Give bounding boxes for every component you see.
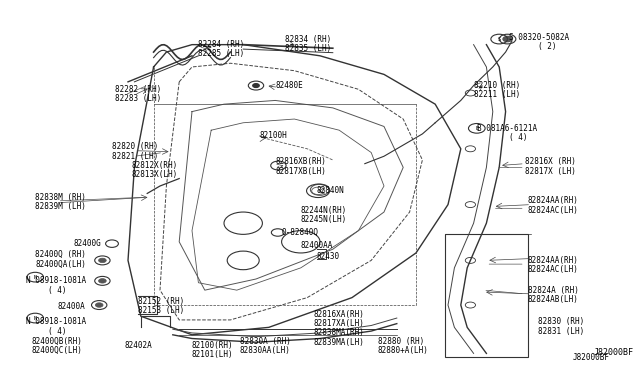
Text: 82839MA(LH): 82839MA(LH) [314,338,364,347]
Text: 82817XB(LH): 82817XB(LH) [275,167,326,176]
Text: 82812X(RH): 82812X(RH) [131,161,177,170]
Text: 82824AB(LH): 82824AB(LH) [528,295,579,304]
Text: N 08918-1081A: N 08918-1081A [26,276,86,285]
Circle shape [99,279,106,283]
Text: ( 4): ( 4) [48,286,67,295]
Text: 82153 (LH): 82153 (LH) [138,306,184,315]
Text: 82824A (RH): 82824A (RH) [528,286,579,295]
Text: 82821 (LH): 82821 (LH) [112,152,158,161]
Circle shape [95,303,103,307]
Text: 82816XB(RH): 82816XB(RH) [275,157,326,166]
Text: 82244N(RH): 82244N(RH) [301,206,347,215]
Text: S 08320-5082A: S 08320-5082A [509,33,569,42]
Text: 82211 (LH): 82211 (LH) [474,90,520,99]
Text: 82400QA(LH): 82400QA(LH) [35,260,86,269]
Text: 82813X(LH): 82813X(LH) [131,170,177,179]
Text: 82830 (RH): 82830 (RH) [538,317,584,326]
Text: ( 4): ( 4) [48,327,67,336]
Text: 82824AC(LH): 82824AC(LH) [528,265,579,274]
Text: 82100H: 82100H [259,131,287,140]
Text: 82402A: 82402A [125,341,152,350]
Circle shape [253,84,259,87]
Text: 82285 (LH): 82285 (LH) [198,49,244,58]
Text: 82245N(LH): 82245N(LH) [301,215,347,224]
Text: 82400QC(LH): 82400QC(LH) [32,346,83,355]
Text: 82400G: 82400G [74,239,101,248]
Text: O-82840Q: O-82840Q [282,228,319,237]
Text: 82880+A(LH): 82880+A(LH) [378,346,428,355]
Text: 82824AA(RH): 82824AA(RH) [528,256,579,265]
Text: 82816X (RH): 82816X (RH) [525,157,575,166]
Text: J82000BF: J82000BF [573,353,610,362]
Text: 82839M (LH): 82839M (LH) [35,202,86,211]
Text: 82838MA(RH): 82838MA(RH) [314,328,364,337]
Text: 82400AA: 82400AA [301,241,333,250]
Text: N 08918-1081A: N 08918-1081A [26,317,86,326]
Circle shape [99,258,106,263]
Text: 82100(RH): 82100(RH) [192,341,234,350]
Text: 82400A: 82400A [58,302,85,311]
Text: 82400Q (RH): 82400Q (RH) [35,250,86,259]
Text: 82824AC(LH): 82824AC(LH) [528,206,579,215]
Text: S: S [497,36,501,42]
Text: 82835 (LH): 82835 (LH) [285,44,331,53]
Text: 82816XA(RH): 82816XA(RH) [314,310,364,319]
Text: 82817XA(LH): 82817XA(LH) [314,319,364,328]
Text: 82400QB(RH): 82400QB(RH) [32,337,83,346]
Text: 82430: 82430 [317,252,340,261]
Text: 82834 (RH): 82834 (RH) [285,35,331,44]
Text: 82152 (RH): 82152 (RH) [138,297,184,306]
Text: 82830AA(LH): 82830AA(LH) [240,346,291,355]
Text: 82101(LH): 82101(LH) [192,350,234,359]
Text: 82210 (RH): 82210 (RH) [474,81,520,90]
Text: N: N [33,275,37,280]
Text: 82824AA(RH): 82824AA(RH) [528,196,579,205]
Text: 82283 (LH): 82283 (LH) [115,94,161,103]
Text: 82820 (RH): 82820 (RH) [112,142,158,151]
Text: 82838M (RH): 82838M (RH) [35,193,86,202]
Text: ( 4): ( 4) [509,133,527,142]
Text: 82480E: 82480E [275,81,303,90]
Circle shape [503,36,512,42]
Text: J82000BF: J82000BF [594,348,634,357]
Text: 82284 (RH): 82284 (RH) [198,40,244,49]
Text: 82840N: 82840N [317,186,344,195]
Text: 82830A (RH): 82830A (RH) [240,337,291,346]
Text: 82817X (LH): 82817X (LH) [525,167,575,176]
Text: ( 2): ( 2) [538,42,556,51]
Text: B: B [475,126,479,131]
Text: B 081A6-6121A: B 081A6-6121A [477,124,537,133]
Text: 82282 (RH): 82282 (RH) [115,85,161,94]
Text: 82880 (RH): 82880 (RH) [378,337,424,346]
Text: N: N [33,315,37,321]
Text: 82831 (LH): 82831 (LH) [538,327,584,336]
